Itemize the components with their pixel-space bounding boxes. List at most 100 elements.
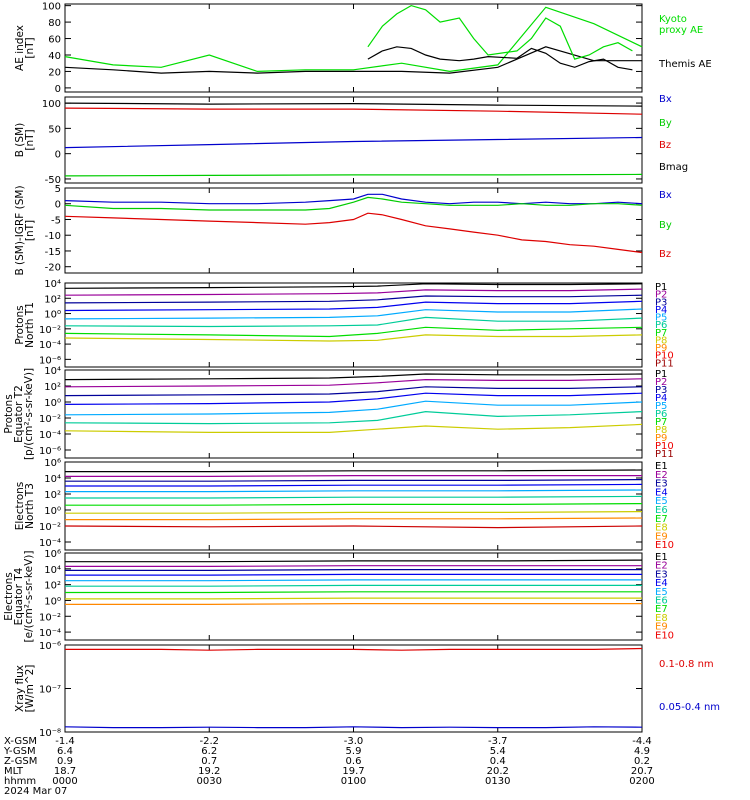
legend-pe: P4 (655, 393, 667, 404)
ytick-label-b: 100 (42, 99, 61, 110)
series-ee-E4 (65, 573, 642, 576)
ytick-label-en: 10² (44, 490, 61, 501)
series-ee-E8 (65, 597, 642, 600)
ylabel-db: B (SM)-IGRF (SM) (14, 185, 26, 275)
axis-value: 4.9 (634, 746, 650, 757)
axis-row-label: MLT (4, 766, 24, 777)
legend-ee: E8 (655, 613, 668, 624)
axis-value: -1.4 (55, 736, 75, 747)
legend-pe: P6 (655, 409, 667, 420)
panel-frame-ae (64, 3, 643, 93)
axis-value: 18.7 (54, 766, 76, 777)
ylabel-xray: Xray flux (14, 665, 26, 712)
ytick-label-b: -50 (45, 175, 61, 186)
axis-value: -2.2 (199, 736, 219, 747)
ytick-label-pn: 10⁴ (44, 279, 61, 290)
axis-row-label: Y-GSM (3, 746, 36, 757)
legend-ee: E7 (655, 604, 668, 615)
ylabel-b: [nT] (24, 129, 36, 150)
legend-pe: P11 (655, 449, 674, 460)
series-pn-P7 (64, 326, 643, 338)
series-pe-P5 (64, 400, 643, 416)
ytick-label-db: -5 (51, 215, 61, 226)
series-ee-E7 (65, 591, 642, 594)
legend-pe: P7 (655, 417, 667, 428)
ylabel-ae: [nT] (24, 37, 36, 58)
ytick-label-pe: 10⁴ (44, 366, 61, 377)
ylabel-ae: AE index (14, 25, 26, 71)
ytick-label-db: 5 (55, 184, 61, 195)
legend-en: E7 (655, 514, 668, 525)
legend-db: By (659, 220, 672, 231)
ytick-label-b: 0 (55, 150, 61, 161)
axis-value: 5.4 (490, 746, 506, 757)
series-db-Bx (64, 193, 643, 205)
ytick-label-pe: 10² (44, 382, 61, 393)
legend-xray: 0.1-0.8 nm (659, 659, 714, 670)
legend-pn: P9 (655, 343, 667, 354)
axis-row-label: 2024 Mar 07 (4, 786, 67, 797)
series-ee-E3 (65, 568, 642, 572)
series-pn-P2 (64, 288, 643, 296)
legend-ee: E1 (655, 552, 668, 563)
legend-ae: Themis AE (658, 59, 712, 70)
legend-en: E10 (655, 540, 674, 551)
ytick-label-pe: 10⁻² (39, 414, 61, 425)
series-pn-P3 (64, 294, 643, 304)
legend-en: E6 (655, 505, 668, 516)
ylabel-en: Electrons (14, 482, 26, 531)
series-b-Bx (64, 136, 643, 149)
series-en-E9 (65, 517, 643, 521)
axis-row-label: hhmm (4, 776, 36, 787)
legend-pn: P6 (655, 320, 667, 331)
legend-pe: P3 (655, 385, 667, 396)
legend-ee: E4 (655, 578, 668, 589)
legend-ee: E3 (655, 569, 668, 580)
ytick-label-pn: 10⁻² (39, 325, 61, 336)
series-pn-P5 (64, 308, 643, 320)
axis-value: 0130 (485, 776, 510, 787)
series-en-E2 (65, 475, 642, 477)
ylabel-xray: [W/m^2] (24, 665, 36, 713)
series-b-By (64, 173, 643, 177)
legend-pn: P2 (655, 290, 667, 301)
legend-en: E2 (655, 470, 668, 481)
legend-ee: E6 (655, 596, 668, 607)
legend-db: Bz (659, 249, 671, 260)
axis-value: 0030 (197, 776, 222, 787)
ylabel-pn: North T1 (24, 302, 36, 348)
series-ee-E6 (65, 584, 642, 587)
series-ee-E9 (65, 602, 642, 606)
legend-pn: P11 (655, 358, 674, 369)
axis-row-label: X-GSM (4, 736, 37, 747)
legend-ae: Kyoto (659, 14, 687, 25)
series-en-E3 (65, 479, 643, 482)
ytick-label-ae: 100 (42, 2, 61, 13)
legend-pn: P5 (655, 313, 667, 324)
ytick-label-ae: 80 (48, 18, 61, 29)
series-en-E5 (65, 489, 643, 493)
series-b-Bmag (64, 102, 643, 107)
series-en-E7 (65, 503, 643, 506)
series-ee-E5 (65, 579, 642, 582)
legend-ee: E2 (655, 561, 668, 572)
legend-pn: P3 (655, 297, 667, 308)
series-ae-detail-0 (367, 4, 633, 60)
ytick-label-xray: 10⁻⁷ (39, 685, 61, 696)
series-pe-P2 (64, 378, 643, 388)
legend-en: E4 (655, 487, 668, 498)
ylabel-pn: Protons (14, 305, 26, 344)
legend-ee: E10 (655, 630, 674, 641)
axis-value: -4.4 (632, 736, 652, 747)
ytick-label-ee: 10⁴ (44, 565, 61, 576)
axis-value: 0.7 (201, 756, 217, 767)
ylabel-pe: Protons (3, 394, 15, 433)
series-pn-P1 (64, 283, 643, 289)
axis-value: 0000 (52, 776, 77, 787)
legend-ee: E5 (655, 587, 668, 598)
series-pe-P7 (64, 423, 643, 433)
series-ee-E2 (65, 565, 642, 568)
axis-value: 19.2 (198, 766, 220, 777)
axis-value: 0.9 (57, 756, 73, 767)
ytick-label-en: 10⁶ (44, 458, 61, 469)
